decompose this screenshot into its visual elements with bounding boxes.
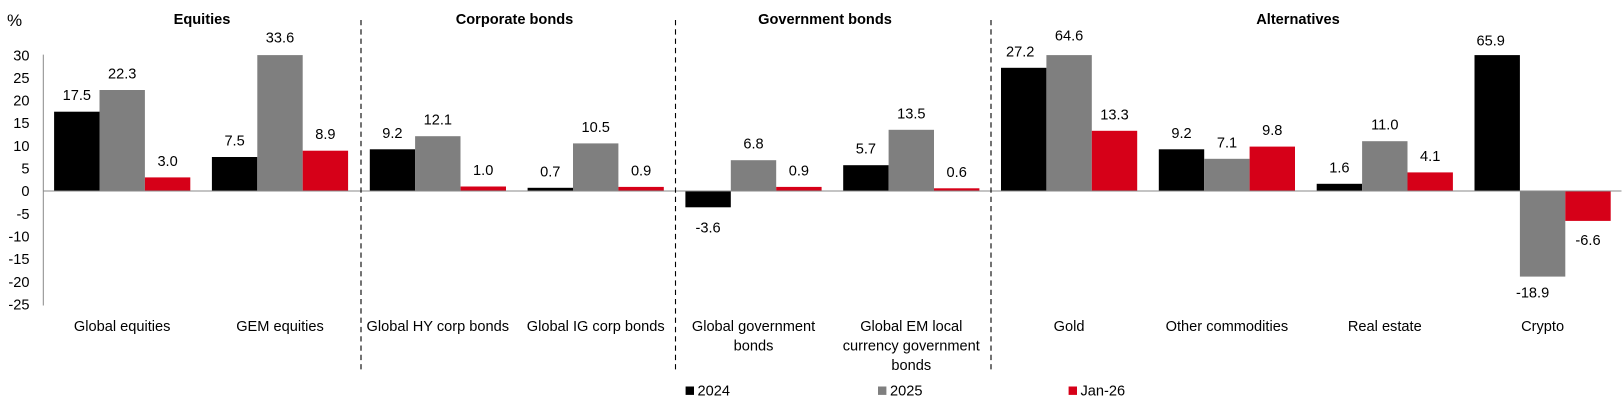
svg-text:2025: 2025 xyxy=(890,384,922,400)
svg-text:0.9: 0.9 xyxy=(789,163,809,179)
svg-text:7.5: 7.5 xyxy=(224,134,244,150)
svg-text:10.5: 10.5 xyxy=(581,120,609,136)
svg-text:Corporate bonds: Corporate bonds xyxy=(456,12,574,28)
svg-text:20: 20 xyxy=(13,94,29,110)
svg-text:GEM equities: GEM equities xyxy=(236,319,324,335)
svg-text:Real estate: Real estate xyxy=(1348,319,1422,335)
svg-text:Gold: Gold xyxy=(1054,319,1085,335)
svg-text:-18.9: -18.9 xyxy=(1516,286,1549,302)
svg-text:13.5: 13.5 xyxy=(897,106,925,122)
svg-text:25: 25 xyxy=(13,71,29,87)
svg-text:10: 10 xyxy=(13,139,29,155)
svg-text:2024: 2024 xyxy=(698,384,730,400)
svg-text:3.0: 3.0 xyxy=(157,154,177,170)
svg-text:1.6: 1.6 xyxy=(1329,160,1349,176)
svg-text:Global equities: Global equities xyxy=(74,319,171,335)
svg-text:Government bonds: Government bonds xyxy=(758,12,892,28)
svg-text:9.8: 9.8 xyxy=(1262,123,1282,139)
svg-text:-5: -5 xyxy=(17,207,30,223)
svg-text:33.6: 33.6 xyxy=(266,31,294,47)
svg-text:Alternatives: Alternatives xyxy=(1256,12,1340,28)
svg-text:65.9: 65.9 xyxy=(1476,34,1504,50)
svg-text:-15: -15 xyxy=(8,252,29,268)
svg-text:4.1: 4.1 xyxy=(1420,149,1440,165)
svg-text:11.0: 11.0 xyxy=(1371,118,1398,134)
svg-text:0.9: 0.9 xyxy=(631,163,651,179)
svg-text:13.3: 13.3 xyxy=(1100,107,1128,123)
svg-text:-10: -10 xyxy=(8,230,29,246)
svg-text:Equities: Equities xyxy=(174,12,231,28)
svg-text:27.2: 27.2 xyxy=(1006,44,1034,60)
svg-text:7.1: 7.1 xyxy=(1217,135,1237,151)
svg-text:0: 0 xyxy=(21,184,29,200)
svg-text:9.2: 9.2 xyxy=(1171,126,1191,142)
svg-text:5.7: 5.7 xyxy=(856,142,876,158)
svg-text:6.8: 6.8 xyxy=(743,137,763,153)
svg-text:-20: -20 xyxy=(8,275,29,291)
svg-text:12.1: 12.1 xyxy=(424,113,452,129)
svg-text:22.3: 22.3 xyxy=(108,67,136,83)
svg-text:Global government: Global government xyxy=(692,319,815,335)
svg-text:%: % xyxy=(7,11,22,30)
svg-text:30: 30 xyxy=(13,48,29,64)
svg-text:Other commodities: Other commodities xyxy=(1166,319,1288,335)
svg-text:currency government: currency government xyxy=(843,339,980,355)
svg-text:0.6: 0.6 xyxy=(947,165,967,181)
svg-text:15: 15 xyxy=(13,116,29,132)
svg-text:8.9: 8.9 xyxy=(315,127,335,143)
svg-text:64.6: 64.6 xyxy=(1055,29,1083,45)
svg-text:Global HY corp bonds: Global HY corp bonds xyxy=(367,319,510,335)
svg-text:-3.6: -3.6 xyxy=(696,221,721,237)
svg-text:-6.6: -6.6 xyxy=(1575,233,1600,249)
svg-text:5: 5 xyxy=(21,162,29,178)
svg-text:0.7: 0.7 xyxy=(540,164,560,180)
svg-text:Crypto: Crypto xyxy=(1521,319,1564,335)
svg-text:1.0: 1.0 xyxy=(473,163,493,179)
svg-text:-25: -25 xyxy=(8,297,29,313)
svg-text:9.2: 9.2 xyxy=(382,126,402,142)
svg-text:Jan-26: Jan-26 xyxy=(1081,384,1126,400)
svg-text:bonds: bonds xyxy=(891,358,931,374)
svg-text:Global IG corp bonds: Global IG corp bonds xyxy=(527,319,665,335)
svg-text:Global EM local: Global EM local xyxy=(860,319,962,335)
svg-text:bonds: bonds xyxy=(734,339,774,355)
svg-text:17.5: 17.5 xyxy=(63,88,91,104)
